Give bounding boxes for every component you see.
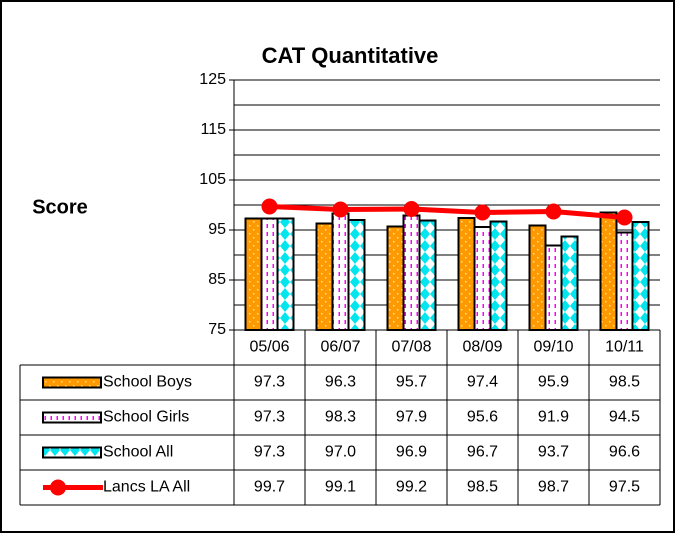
table-value: 97.3 xyxy=(254,374,285,391)
bar xyxy=(276,217,295,331)
table-value: 97.0 xyxy=(325,444,356,461)
line-marker xyxy=(261,198,278,215)
legend-swatch xyxy=(42,446,102,459)
legend-label: School Boys xyxy=(103,374,192,391)
table-value: 99.1 xyxy=(325,479,356,496)
chart-title: CAT Quantitative xyxy=(262,43,439,68)
line-marker xyxy=(474,204,491,221)
line-marker xyxy=(403,201,420,217)
table-value: 95.7 xyxy=(396,374,427,391)
y-tick-label: 125 xyxy=(199,71,226,88)
legend-swatch xyxy=(42,411,102,424)
bar xyxy=(457,217,476,331)
table-value: 96.7 xyxy=(467,444,498,461)
table-value: 94.5 xyxy=(609,409,640,426)
table-value: 99.7 xyxy=(254,479,285,496)
bar xyxy=(473,226,492,331)
x-tick-label: 08/09 xyxy=(462,339,502,356)
line-marker xyxy=(332,201,349,218)
bar xyxy=(244,217,263,331)
bar xyxy=(489,220,508,331)
bar xyxy=(402,214,421,331)
line-marker xyxy=(545,203,562,220)
table-value: 97.3 xyxy=(254,444,285,461)
line xyxy=(269,204,625,220)
table-value: 91.9 xyxy=(538,409,569,426)
table-value: 96.6 xyxy=(609,444,640,461)
legend-label: Lancs LA All xyxy=(103,479,190,496)
x-tick-label: 05/06 xyxy=(249,339,289,356)
legend-swatch xyxy=(42,376,102,389)
legend-swatch xyxy=(50,479,66,496)
table-value: 95.6 xyxy=(467,409,498,426)
x-tick-label: 09/10 xyxy=(533,339,573,356)
bar xyxy=(315,222,334,331)
table-value: 98.5 xyxy=(467,479,498,496)
table-value: 96.9 xyxy=(396,444,427,461)
table-value: 98.3 xyxy=(325,409,356,426)
legend-label: School Girls xyxy=(103,409,189,426)
y-tick-label: 95 xyxy=(208,221,226,238)
bar xyxy=(615,231,634,331)
table-value: 97.3 xyxy=(254,409,285,426)
table-value: 97.5 xyxy=(609,479,640,496)
line-marker xyxy=(616,209,633,226)
table-value: 99.2 xyxy=(396,479,427,496)
table-value: 98.5 xyxy=(609,374,640,391)
x-tick-label: 06/07 xyxy=(320,339,360,356)
table-value: 97.9 xyxy=(396,409,427,426)
bar xyxy=(331,212,350,331)
y-tick-label: 105 xyxy=(199,171,226,188)
bar xyxy=(599,211,618,331)
bar xyxy=(631,221,650,331)
y-tick-label: 85 xyxy=(208,271,226,288)
bar xyxy=(386,225,405,331)
bar xyxy=(260,217,279,331)
table-value: 95.9 xyxy=(538,374,569,391)
table-value: 97.4 xyxy=(467,374,498,391)
bar xyxy=(347,219,366,331)
x-tick-label: 10/11 xyxy=(605,339,644,356)
y-axis-label: Score xyxy=(32,196,88,218)
y-tick-label: 75 xyxy=(208,321,226,338)
legend-label: School All xyxy=(103,444,173,461)
table-value: 96.3 xyxy=(325,374,356,391)
y-tick-label: 115 xyxy=(200,121,226,138)
bar xyxy=(560,235,579,331)
table-value: 93.7 xyxy=(538,444,569,461)
x-tick-label: 07/08 xyxy=(391,339,431,356)
bar xyxy=(544,244,563,331)
bar xyxy=(418,219,437,331)
table-value: 98.7 xyxy=(538,479,569,496)
bar xyxy=(528,224,547,331)
